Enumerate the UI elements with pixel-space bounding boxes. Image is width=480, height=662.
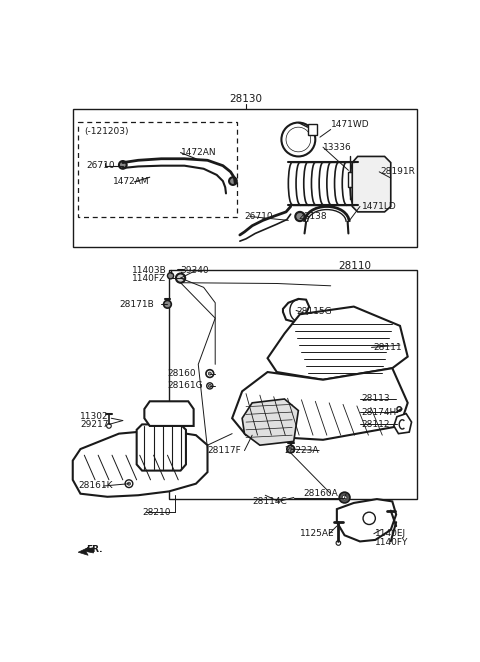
Polygon shape	[144, 401, 193, 426]
Text: 26710: 26710	[86, 161, 115, 170]
Polygon shape	[283, 299, 309, 322]
Circle shape	[342, 495, 347, 500]
Text: 28115G: 28115G	[296, 307, 332, 316]
Text: (-121203): (-121203)	[84, 127, 129, 136]
Circle shape	[164, 301, 171, 308]
Circle shape	[208, 372, 211, 375]
Circle shape	[229, 177, 237, 185]
Circle shape	[363, 512, 375, 524]
Polygon shape	[78, 547, 94, 555]
Text: 1472AM: 1472AM	[113, 177, 149, 186]
Text: 28161G: 28161G	[168, 381, 203, 391]
Text: 28111: 28111	[373, 343, 402, 352]
Polygon shape	[232, 368, 408, 440]
Text: 28138: 28138	[299, 212, 327, 221]
Circle shape	[208, 385, 211, 387]
Text: 28161K: 28161K	[78, 481, 113, 491]
Bar	[308, 124, 317, 135]
Circle shape	[107, 424, 111, 428]
Text: 28130: 28130	[229, 95, 263, 105]
Polygon shape	[352, 156, 391, 212]
Text: 1471LD: 1471LD	[361, 202, 396, 211]
Bar	[78, 122, 237, 216]
Text: 11403B: 11403B	[132, 266, 167, 275]
Text: 28174H: 28174H	[361, 408, 397, 416]
Text: 39340: 39340	[180, 266, 209, 275]
Text: 28160: 28160	[168, 369, 196, 378]
Text: 1140FZ: 1140FZ	[132, 273, 166, 283]
Circle shape	[397, 406, 402, 411]
Text: 28210: 28210	[142, 508, 170, 516]
Polygon shape	[137, 424, 186, 471]
Text: 13336: 13336	[323, 143, 352, 152]
Text: FR.: FR.	[86, 545, 102, 553]
Circle shape	[127, 482, 131, 485]
Text: 28117F: 28117F	[207, 446, 241, 455]
Text: 28191R: 28191R	[381, 167, 416, 176]
Polygon shape	[267, 307, 408, 380]
Text: 28160A: 28160A	[304, 489, 338, 498]
Circle shape	[286, 127, 311, 152]
Text: 11302: 11302	[81, 412, 109, 421]
Text: 29217: 29217	[81, 420, 109, 429]
Text: 28112: 28112	[361, 420, 390, 429]
Circle shape	[125, 480, 133, 487]
Circle shape	[336, 541, 341, 545]
Polygon shape	[337, 499, 396, 542]
Circle shape	[119, 161, 127, 169]
Text: 1140EJ: 1140EJ	[375, 529, 407, 538]
Text: 1140FY: 1140FY	[375, 538, 409, 547]
Bar	[348, 172, 353, 187]
Polygon shape	[242, 399, 299, 445]
Text: 26710: 26710	[244, 212, 273, 221]
Bar	[169, 270, 417, 499]
Text: 28114C: 28114C	[252, 497, 287, 506]
Text: 1125AE: 1125AE	[300, 529, 335, 538]
Circle shape	[207, 383, 213, 389]
Text: 28113: 28113	[361, 395, 390, 404]
Text: 28171B: 28171B	[119, 300, 154, 308]
Polygon shape	[394, 414, 411, 434]
Polygon shape	[73, 430, 207, 496]
Circle shape	[287, 445, 295, 453]
Text: 1472AN: 1472AN	[180, 148, 216, 157]
Circle shape	[168, 273, 174, 279]
Circle shape	[295, 212, 304, 221]
Text: 28110: 28110	[338, 261, 372, 271]
Circle shape	[339, 492, 350, 503]
Circle shape	[281, 122, 315, 156]
Text: 1471WD: 1471WD	[331, 120, 369, 128]
Text: 28223A: 28223A	[285, 446, 319, 455]
Bar	[73, 109, 417, 248]
Circle shape	[176, 273, 185, 283]
Circle shape	[206, 370, 214, 377]
